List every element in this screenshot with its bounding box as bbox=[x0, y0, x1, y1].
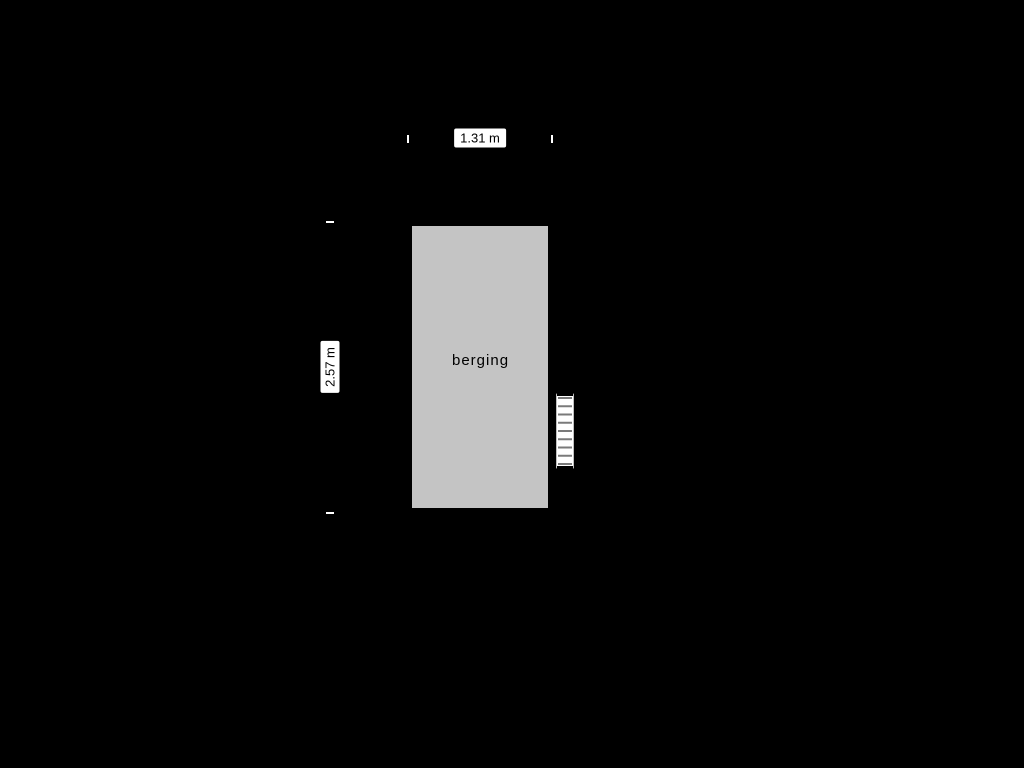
floorplan-canvas: berging 1.31 m 2.57 m bbox=[0, 0, 1024, 768]
dimension-width-label: 1.31 m bbox=[453, 128, 507, 149]
radiator-icon bbox=[555, 392, 575, 470]
room-label: berging bbox=[452, 352, 509, 369]
dimension-width-tick-right bbox=[551, 135, 553, 143]
dimension-height-label: 2.57 m bbox=[320, 340, 341, 394]
dimension-height-tick-bottom bbox=[326, 512, 334, 514]
dimension-height-tick-top bbox=[326, 221, 334, 223]
dimension-width-tick-left bbox=[407, 135, 409, 143]
